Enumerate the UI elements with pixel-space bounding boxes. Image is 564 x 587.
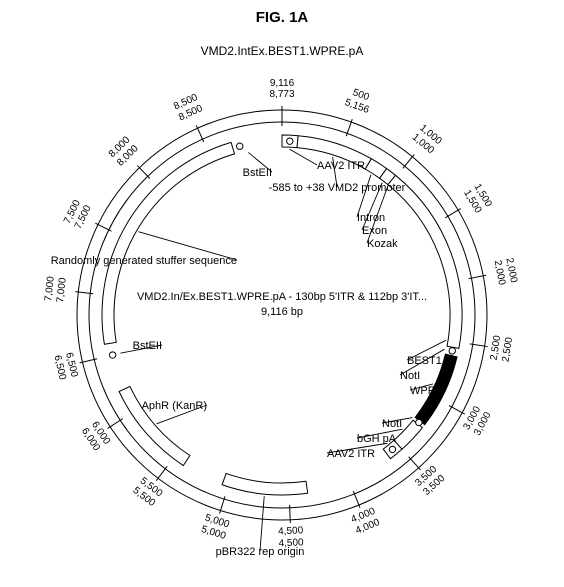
feature-label: AphR (KanR) bbox=[142, 400, 207, 412]
figure-label: FIG. 1A bbox=[256, 9, 309, 26]
feature-label: bGH pA bbox=[357, 433, 397, 445]
feature-label: NotI bbox=[382, 418, 402, 430]
tick-label-start: 9,116 bbox=[270, 78, 295, 89]
feature-label: BstEII bbox=[243, 167, 272, 179]
feature-label: Intron bbox=[357, 212, 385, 224]
feature-label: BstEII bbox=[133, 340, 162, 352]
feature-label: WPRE bbox=[410, 385, 443, 397]
tick-label-start-inner: 8,773 bbox=[269, 89, 294, 100]
tick-label-inner: 4,500 bbox=[278, 525, 304, 537]
feature-label: Randomly generated stuffer sequence bbox=[51, 255, 237, 267]
plasmid-title: VMD2.IntEx.BEST1.WPRE.pA bbox=[201, 44, 364, 58]
feature-label: AAV2 ITR bbox=[327, 448, 375, 460]
feature-label: -585 to +38 VMD2 promoter bbox=[269, 182, 406, 194]
segment-pbr322 bbox=[222, 473, 308, 495]
segment-stuffer bbox=[102, 142, 234, 344]
feature-label: Exon bbox=[362, 225, 387, 237]
feature-label: pBR322 rep origin bbox=[216, 546, 305, 558]
center-text-2: 9,116 bp bbox=[261, 306, 303, 318]
segment-kozak_best1 bbox=[388, 175, 462, 348]
feature-label: Kozak bbox=[367, 238, 398, 250]
feature-label: NotI bbox=[400, 370, 420, 382]
segment-aphr bbox=[119, 386, 190, 465]
feature-label: AAV2 ITR bbox=[317, 160, 365, 172]
center-text-1: VMD2.In/Ex.BEST1.WPRE.pA - 130bp 5'ITR &… bbox=[137, 291, 427, 303]
tick-label-inner: 7,000 bbox=[55, 277, 69, 304]
